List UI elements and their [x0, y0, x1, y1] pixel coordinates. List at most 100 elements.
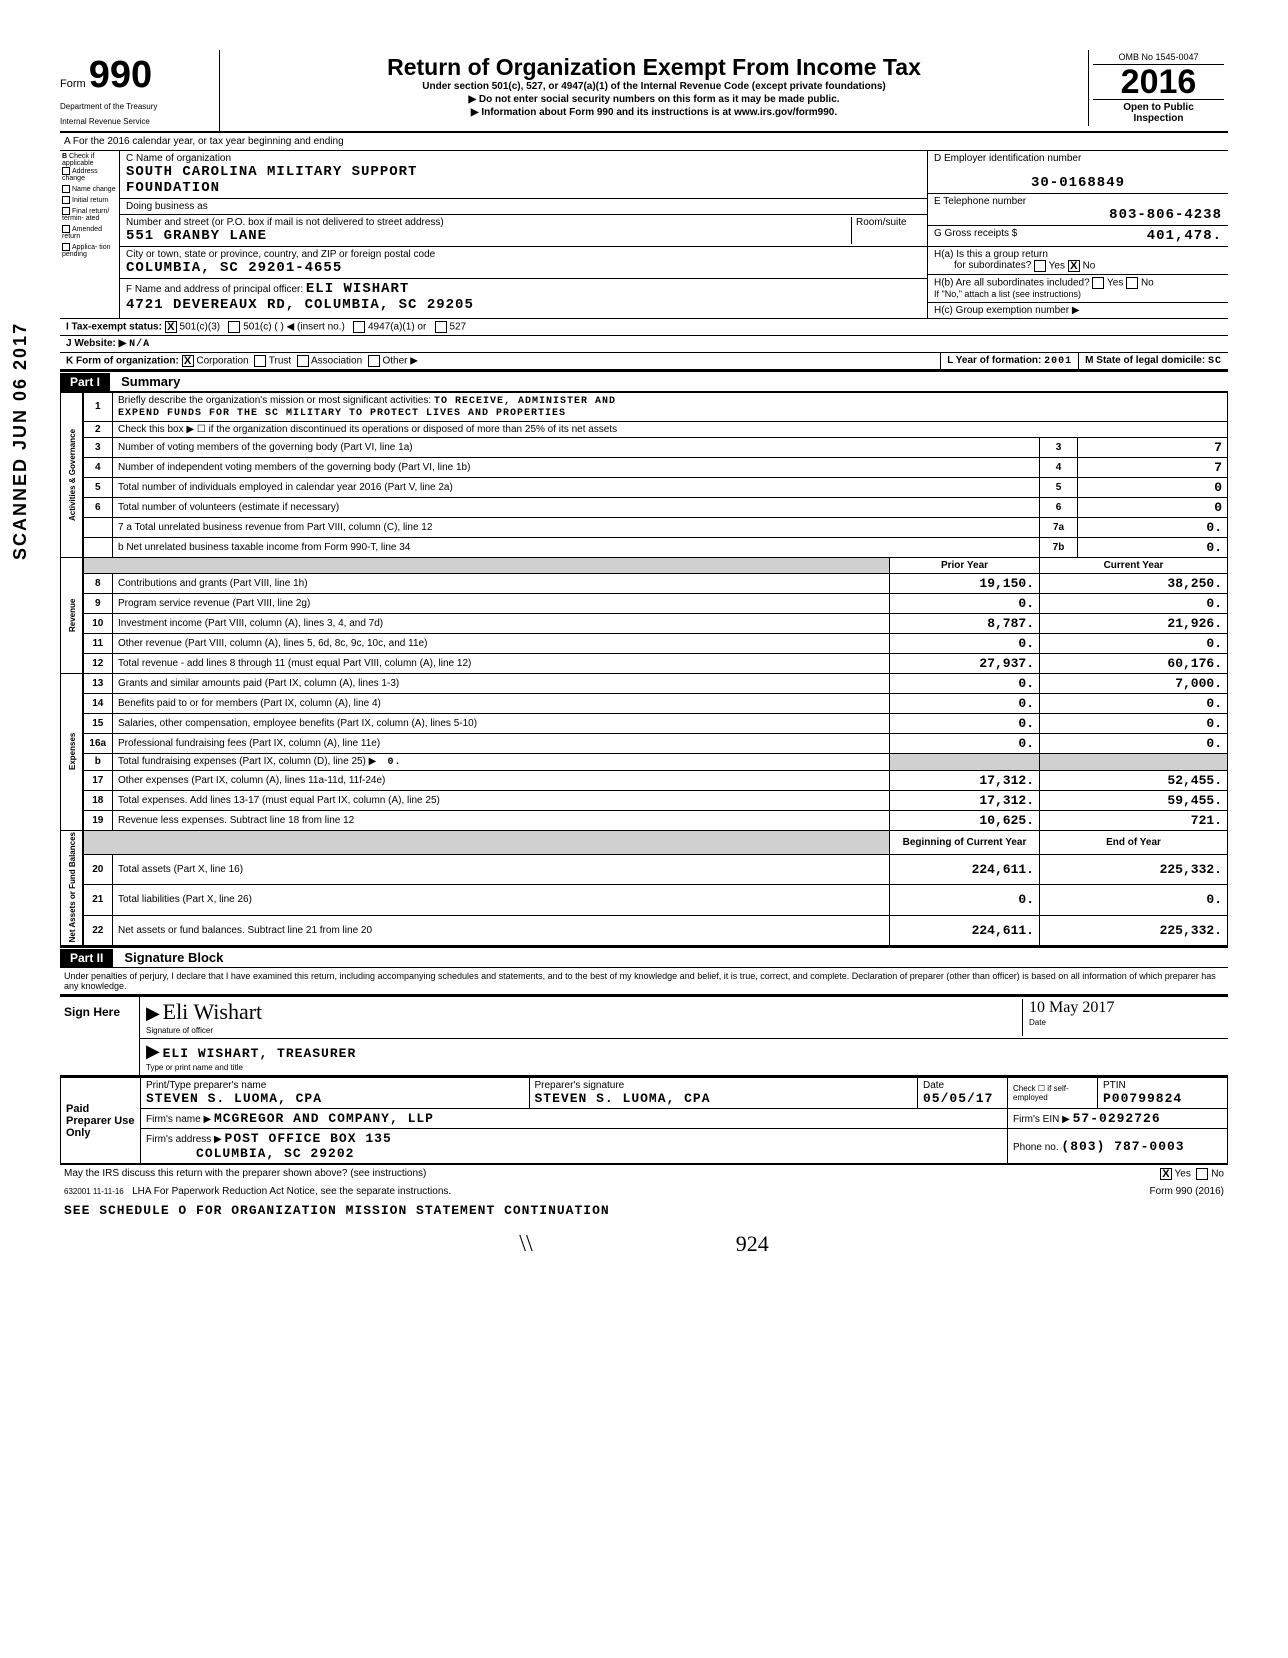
dept1: Department of the Treasury: [60, 103, 213, 112]
line-4-box: 4: [1040, 457, 1078, 477]
b-sub: Check if applicable: [62, 153, 94, 167]
dept2: Internal Revenue Service: [60, 118, 213, 127]
k-label: K Form of organization:: [66, 355, 179, 366]
org-name2: FOUNDATION: [126, 180, 220, 196]
line-7b: b Net unrelated business taxable income …: [113, 537, 1040, 557]
line-6-num: 6: [83, 497, 113, 517]
firm-phone-lbl: Phone no.: [1013, 1142, 1059, 1153]
discuss-no-box[interactable]: [1196, 1168, 1208, 1180]
hb-note: If "No," attach a list (see instructions…: [934, 289, 1081, 299]
f-addr: 4721 DEVEREAUX RD, COLUMBIA, SC 29205: [126, 297, 474, 313]
discuss-yes-box[interactable]: X: [1160, 1168, 1172, 1180]
line-5-val: 0: [1078, 477, 1228, 497]
form-word: Form: [60, 78, 86, 90]
discuss-row: May the IRS discuss this return with the…: [60, 1164, 1228, 1183]
chk-amended[interactable]: Amended return: [62, 225, 117, 240]
ha-label: H(a) Is this a group return: [934, 249, 1048, 260]
line-2-num: 2: [83, 421, 113, 437]
line-6-val: 0: [1078, 497, 1228, 517]
i-4947-box[interactable]: [353, 321, 365, 333]
line-7a-val: 0.: [1078, 517, 1228, 537]
sig-date-lbl: Date: [1029, 1018, 1046, 1027]
open1: Open to Public: [1123, 102, 1194, 113]
line-4-num: 4: [83, 457, 113, 477]
line-7a-num: [83, 517, 113, 537]
f-name: ELI WISHART: [306, 281, 409, 297]
open-public: Open to Public Inspection: [1093, 99, 1224, 124]
arrow-1: ▶ Do not enter social security numbers o…: [234, 94, 1074, 105]
line-7b-val: 0.: [1078, 537, 1228, 557]
line-4: Number of independent voting members of …: [113, 457, 1040, 477]
k-assoc-box[interactable]: [297, 355, 309, 367]
sig-officer-lbl: Signature of officer: [146, 1026, 213, 1035]
firm-addr-lbl: Firm's address ▶: [146, 1134, 222, 1145]
firm-name-lbl: Firm's name ▶: [146, 1114, 211, 1125]
room-label: Room/suite: [856, 217, 907, 228]
ha-no-box[interactable]: X: [1068, 260, 1080, 272]
chk-name[interactable]: Name change: [62, 185, 117, 193]
date-lbl: Date: [923, 1080, 944, 1091]
hdr-end: End of Year: [1040, 830, 1228, 854]
k-corp-box[interactable]: X: [182, 355, 194, 367]
part1-header: Part I: [60, 373, 110, 391]
chk-addr[interactable]: Address change: [62, 167, 117, 182]
i-label: I Tax-exempt status:: [66, 321, 162, 332]
hdr-beg: Beginning of Current Year: [890, 830, 1040, 854]
addr-label: Number and street (or P.O. box if mail i…: [126, 217, 444, 228]
arrow-2: ▶ Information about Form 990 and its ins…: [234, 107, 1074, 118]
declaration: Under penalties of perjury, I declare th…: [60, 968, 1228, 995]
form-right: OMB No 1545-0047 2016 Open to Public Ins…: [1088, 50, 1228, 126]
prep-name-lbl: Print/Type preparer's name: [146, 1080, 266, 1091]
m-label: M State of legal domicile:: [1085, 355, 1205, 366]
line-3-num: 3: [83, 437, 113, 457]
col-b: B Check if applicable Address change Nam…: [60, 151, 120, 318]
form-center: Return of Organization Exempt From Incom…: [228, 50, 1080, 122]
m-val: SC: [1208, 356, 1222, 367]
i-501c-box[interactable]: [228, 321, 240, 333]
hc-label: H(c) Group exemption number ▶: [934, 305, 1080, 316]
tax-year: 2016: [1093, 65, 1224, 99]
chk-app[interactable]: Applica- tion pending: [62, 243, 117, 258]
side-expenses: Expenses: [61, 673, 83, 830]
line-7b-box: 7b: [1040, 537, 1078, 557]
col-d: D Employer identification number 30-0168…: [928, 151, 1228, 318]
line-1: Briefly describe the organization's miss…: [113, 392, 1228, 421]
line-7a-box: 7a: [1040, 517, 1078, 537]
hb-label: H(b) Are all subordinates included?: [934, 277, 1090, 288]
summary-table: Activities & Governance 1 Briefly descri…: [60, 392, 1228, 946]
f-label: F Name and address of principal officer:: [126, 284, 303, 295]
phone: 803-806-4238: [934, 207, 1222, 223]
sched-o-note: SEE SCHEDULE O FOR ORGANIZATION MISSION …: [60, 1200, 1228, 1221]
k-trust-box[interactable]: [254, 355, 266, 367]
part2-header: Part II: [60, 949, 113, 967]
k-other-box[interactable]: [368, 355, 380, 367]
hb-no-box[interactable]: [1126, 277, 1138, 289]
prep-date: 05/05/17: [923, 1091, 993, 1106]
g-label: G Gross receipts $: [934, 228, 1017, 244]
ptin-lbl: PTIN: [1103, 1080, 1126, 1091]
line-4-val: 7: [1078, 457, 1228, 477]
line-3: Number of voting members of the governin…: [113, 437, 1040, 457]
i-527-box[interactable]: [435, 321, 447, 333]
ha-yes-box[interactable]: [1034, 260, 1046, 272]
line-3-val: 7: [1078, 437, 1228, 457]
addr: 551 GRANBY LANE: [126, 228, 267, 244]
footer-row: 632001 11-11-16 LHA For Paperwork Reduct…: [60, 1183, 1228, 1200]
chk-final[interactable]: Final return/ termin- ated: [62, 207, 117, 222]
firm-ein-lbl: Firm's EIN ▶: [1013, 1114, 1070, 1125]
officer-signature: Eli Wishart: [163, 999, 263, 1024]
hb-yes-box[interactable]: [1092, 277, 1104, 289]
chk-initial[interactable]: Initial return: [62, 196, 117, 204]
ptin: P00799824: [1103, 1091, 1182, 1106]
city-label: City or town, state or province, country…: [126, 249, 435, 260]
prep-sig: STEVEN S. LUOMA, CPA: [535, 1091, 711, 1106]
part2-title: Signature Block: [116, 948, 231, 967]
lha-text: LHA For Paperwork Reduction Act Notice, …: [132, 1186, 451, 1197]
check-self: Check ☐ if self-employed: [1008, 1077, 1098, 1109]
line-1-num: 1: [83, 392, 113, 421]
rev-spacer: [83, 557, 890, 573]
gross: 401,478.: [1147, 228, 1222, 244]
line-5: Total number of individuals employed in …: [113, 477, 1040, 497]
form-subtitle: Under section 501(c), 527, or 4947(a)(1)…: [234, 81, 1074, 92]
i-501c3-box[interactable]: X: [165, 321, 177, 333]
